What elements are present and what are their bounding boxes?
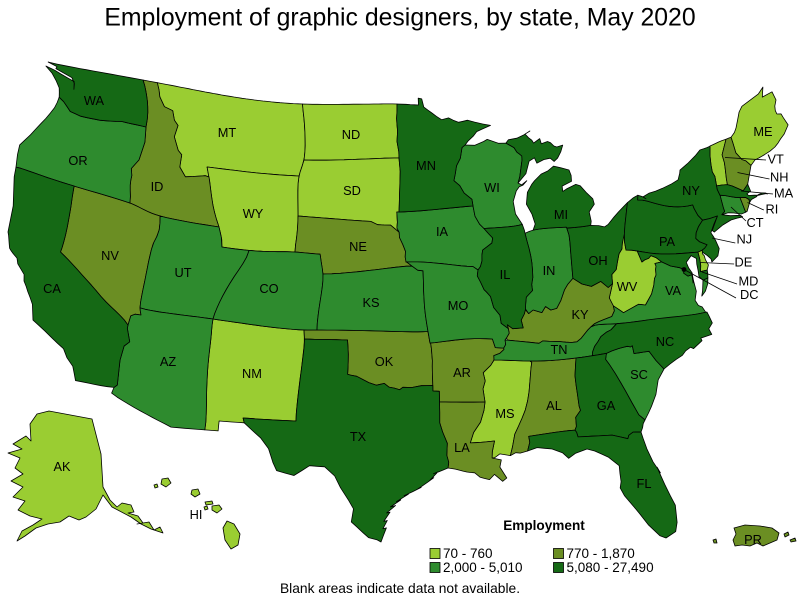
svg-text:OH: OH: [588, 253, 607, 268]
svg-text:70 - 760: 70 - 760: [443, 546, 493, 561]
svg-text:IN: IN: [543, 263, 556, 278]
svg-text:NC: NC: [656, 334, 674, 349]
svg-text:VT: VT: [768, 152, 785, 167]
svg-text:NE: NE: [349, 239, 367, 254]
svg-text:GA: GA: [597, 398, 616, 413]
svg-text:MS: MS: [495, 406, 514, 421]
svg-text:NY: NY: [682, 183, 700, 198]
svg-text:SC: SC: [630, 367, 648, 382]
svg-text:NH: NH: [770, 170, 788, 185]
svg-text:HI: HI: [190, 507, 203, 522]
svg-text:TN: TN: [550, 342, 567, 357]
svg-text:WV: WV: [617, 279, 638, 294]
svg-text:OR: OR: [68, 153, 87, 168]
svg-text:Blank areas indicate data not: Blank areas indicate data not available.: [280, 581, 520, 596]
svg-text:2,000 - 5,010: 2,000 - 5,010: [443, 560, 523, 575]
svg-text:PR: PR: [744, 532, 762, 547]
svg-text:MN: MN: [416, 158, 436, 173]
svg-text:CT: CT: [747, 215, 764, 230]
svg-text:Employment of graphic designer: Employment of graphic designers, by stat…: [104, 5, 695, 32]
svg-text:ME: ME: [753, 124, 772, 139]
svg-text:IA: IA: [436, 224, 449, 239]
svg-text:DC: DC: [740, 287, 758, 302]
svg-text:770 - 1,870: 770 - 1,870: [567, 546, 635, 561]
svg-text:OK: OK: [375, 354, 394, 369]
svg-text:DE: DE: [735, 255, 753, 270]
svg-text:LA: LA: [454, 440, 470, 455]
svg-text:AK: AK: [53, 459, 71, 474]
svg-text:RI: RI: [766, 202, 779, 217]
svg-text:AZ: AZ: [160, 354, 177, 369]
svg-text:TX: TX: [350, 429, 367, 444]
svg-text:CO: CO: [259, 281, 278, 296]
svg-text:CA: CA: [43, 281, 61, 296]
svg-text:MO: MO: [448, 298, 469, 313]
svg-text:FL: FL: [637, 476, 652, 491]
svg-text:WY: WY: [243, 206, 264, 221]
svg-text:PA: PA: [659, 234, 676, 249]
svg-text:NV: NV: [101, 248, 119, 263]
svg-text:NM: NM: [242, 366, 262, 381]
svg-text:5,080 - 27,490: 5,080 - 27,490: [567, 560, 654, 575]
svg-text:UT: UT: [174, 265, 191, 280]
svg-text:KY: KY: [571, 307, 589, 322]
svg-text:SD: SD: [343, 183, 361, 198]
svg-text:KS: KS: [362, 295, 379, 310]
svg-text:AR: AR: [453, 365, 471, 380]
svg-text:ID: ID: [151, 179, 164, 194]
svg-text:WI: WI: [484, 180, 500, 195]
svg-text:WA: WA: [84, 93, 105, 108]
svg-text:AL: AL: [546, 398, 562, 413]
svg-text:ND: ND: [342, 127, 360, 142]
svg-text:VA: VA: [665, 283, 682, 298]
svg-text:MA: MA: [774, 186, 794, 201]
svg-text:Employment: Employment: [503, 518, 585, 533]
svg-text:MD: MD: [739, 274, 759, 289]
svg-text:MT: MT: [218, 125, 237, 140]
svg-text:MI: MI: [554, 207, 568, 222]
svg-text:IL: IL: [500, 267, 511, 282]
svg-text:NJ: NJ: [737, 232, 753, 247]
